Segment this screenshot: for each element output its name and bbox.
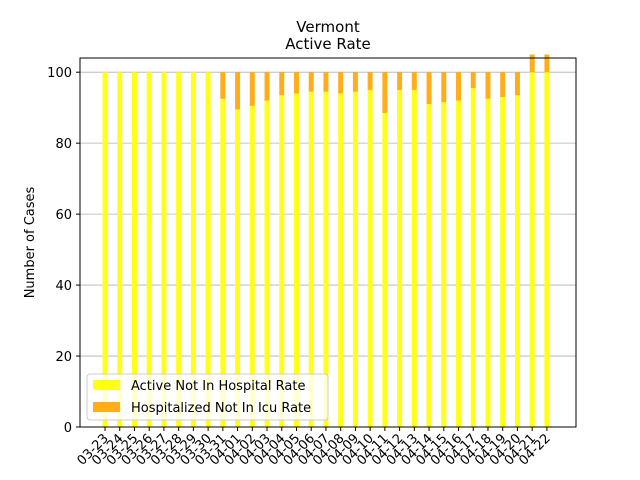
bar-hospitalized-04-20 — [514, 72, 520, 96]
bar-active-04-22 — [544, 72, 550, 427]
bar-hospitalized-04-07 — [323, 72, 329, 92]
bar-hospitalized-04-06 — [308, 72, 314, 92]
bar-active-04-01 — [235, 109, 241, 427]
bar-hospitalized-04-03 — [264, 72, 270, 101]
bar-active-04-16 — [456, 100, 462, 428]
bar-hospitalized-04-05 — [293, 72, 299, 94]
bar-active-04-12 — [397, 89, 403, 428]
y-tick-label-0: 0 — [64, 421, 72, 436]
bar-active-04-14 — [426, 104, 432, 427]
bar-active-04-10 — [367, 89, 373, 428]
bar-hospitalized-04-02 — [249, 72, 255, 106]
chart-subtitle: Active Rate — [285, 35, 371, 53]
bar-hospitalized-04-16 — [456, 72, 462, 101]
bar-hospitalized-03-31 — [220, 72, 226, 99]
bar-active-04-19 — [500, 97, 506, 428]
legend-label-active: Active Not In Hospital Rate — [131, 379, 305, 394]
bar-active-04-17 — [470, 88, 476, 427]
bar-active-04-13 — [411, 89, 417, 428]
plot-frame — [79, 57, 577, 428]
bar-active-04-05 — [293, 93, 299, 427]
bar-active-04-03 — [264, 100, 270, 428]
bar-active-04-06 — [308, 91, 314, 428]
bar-active-04-18 — [485, 98, 491, 427]
bar-active-03-27 — [161, 72, 167, 427]
y-axis-label: Number of Cases — [23, 186, 38, 298]
bar-active-03-31 — [220, 98, 226, 427]
bar-active-04-20 — [514, 95, 520, 427]
bar-hospitalized-04-14 — [426, 72, 432, 105]
bar-hospitalized-04-12 — [397, 72, 403, 90]
y-tick-label-20: 20 — [55, 350, 72, 365]
bar-active-04-11 — [382, 112, 388, 428]
bar-active-04-15 — [441, 102, 447, 428]
bar-active-04-07 — [323, 91, 329, 428]
legend-box — [86, 373, 329, 421]
bar-hospitalized-04-15 — [441, 72, 447, 103]
bar-hospitalized-04-04 — [279, 72, 285, 96]
bar-active-03-30 — [205, 72, 211, 427]
bar-active-03-26 — [146, 72, 152, 427]
bar-active-04-09 — [352, 91, 358, 428]
legend-label-hospitalized: Hospitalized Not In Icu Rate — [131, 401, 311, 416]
y-axis: 0 20 40 60 80 100 — [47, 66, 80, 436]
x-axis: 03-2303-2403-2503-2603-2703-2803-2903-30… — [75, 427, 554, 469]
bar-hospitalized-04-08 — [338, 72, 344, 94]
bar-hospitalized-04-10 — [367, 72, 373, 90]
bar-hospitalized-04-18 — [485, 72, 491, 99]
bar-active-04-08 — [338, 93, 344, 427]
bar-hospitalized-04-01 — [235, 72, 241, 110]
bar-hospitalized-04-22 — [544, 54, 550, 73]
y-tick-label-60: 60 — [55, 208, 72, 223]
legend-swatch-active — [93, 380, 120, 390]
y-tick-label-100: 100 — [47, 66, 72, 81]
y-tick-label-40: 40 — [55, 279, 72, 294]
bar-hospitalized-04-13 — [411, 72, 417, 90]
bar-hospitalized-04-21 — [529, 54, 535, 73]
bar-active-04-04 — [279, 95, 285, 427]
bar-active-03-24 — [117, 72, 123, 427]
bar-active-03-23 — [102, 72, 108, 427]
bar-hospitalized-04-11 — [382, 72, 388, 113]
bar-active-03-25 — [131, 72, 137, 427]
legend: Active Not In Hospital Rate Hospitalized… — [86, 373, 329, 421]
legend-swatch-hospitalized — [93, 402, 120, 412]
bars — [102, 54, 550, 428]
bar-hospitalized-04-19 — [500, 72, 506, 98]
bar-hospitalized-04-17 — [470, 72, 476, 89]
bar-active-04-02 — [249, 105, 255, 427]
bar-active-04-21 — [529, 72, 535, 427]
bar-active-03-28 — [176, 72, 182, 427]
y-tick-label-80: 80 — [55, 137, 72, 152]
chart-title: Vermont — [296, 18, 360, 36]
bar-hospitalized-04-09 — [352, 72, 358, 92]
bar-active-03-29 — [190, 72, 196, 427]
